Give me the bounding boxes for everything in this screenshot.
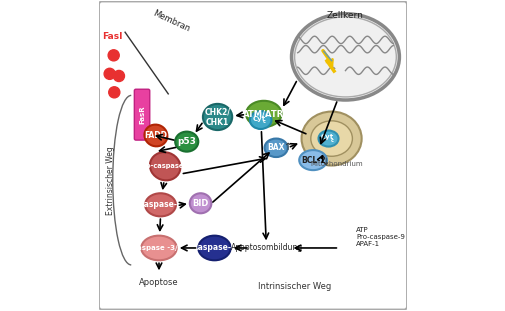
Text: ↑: ↑ (283, 142, 291, 152)
Text: Caspase-9: Caspase-9 (192, 244, 236, 253)
Text: Zellkern: Zellkern (326, 11, 363, 20)
Ellipse shape (149, 152, 180, 180)
Text: c: c (330, 138, 333, 143)
Circle shape (104, 68, 115, 79)
Text: p53: p53 (177, 137, 196, 146)
Text: Cyt: Cyt (252, 115, 265, 122)
Circle shape (108, 50, 119, 61)
Ellipse shape (189, 193, 211, 213)
FancyBboxPatch shape (134, 89, 149, 140)
Ellipse shape (291, 14, 398, 100)
Ellipse shape (198, 236, 230, 260)
Text: Membran: Membran (151, 9, 191, 34)
Ellipse shape (301, 112, 361, 165)
Text: Apoptosombildung: Apoptosombildung (230, 244, 302, 253)
Text: Extrinsischer Weg: Extrinsischer Weg (106, 146, 115, 215)
Text: c: c (263, 119, 265, 124)
Text: BAX: BAX (267, 143, 284, 152)
Text: Mitochondrium: Mitochondrium (309, 161, 362, 167)
Text: Pro-caspase-8: Pro-caspase-8 (138, 163, 191, 169)
Text: ATP
Pro-caspase-9
APAF-1: ATP Pro-caspase-9 APAF-1 (356, 227, 405, 247)
Ellipse shape (245, 101, 281, 127)
Text: FADD: FADD (144, 131, 167, 140)
Ellipse shape (141, 236, 176, 260)
Ellipse shape (294, 17, 395, 97)
Text: Intrinsischer Weg: Intrinsischer Weg (258, 282, 331, 291)
Circle shape (109, 87, 120, 98)
Ellipse shape (249, 111, 271, 129)
Ellipse shape (310, 121, 351, 156)
Text: FasR: FasR (139, 105, 145, 124)
Text: Caspase-8: Caspase-8 (138, 200, 182, 209)
Circle shape (113, 70, 124, 81)
FancyBboxPatch shape (98, 1, 407, 310)
Ellipse shape (145, 193, 176, 216)
Text: Caspase -3/-7: Caspase -3/-7 (132, 245, 185, 251)
Ellipse shape (144, 125, 167, 146)
Ellipse shape (318, 131, 338, 146)
Text: BCL-2: BCL-2 (300, 156, 325, 165)
Ellipse shape (203, 104, 232, 130)
Ellipse shape (264, 138, 287, 157)
Text: ↓: ↓ (321, 157, 329, 167)
Text: Apoptose: Apoptose (139, 278, 178, 287)
Text: Cyt: Cyt (320, 134, 333, 140)
Text: ATM/ATR: ATM/ATR (243, 109, 284, 118)
Text: CHK2/
CHK1: CHK2/ CHK1 (204, 107, 230, 127)
Text: FasI: FasI (103, 32, 123, 41)
Ellipse shape (298, 150, 326, 170)
Ellipse shape (175, 132, 198, 152)
Text: BID: BID (192, 199, 209, 208)
